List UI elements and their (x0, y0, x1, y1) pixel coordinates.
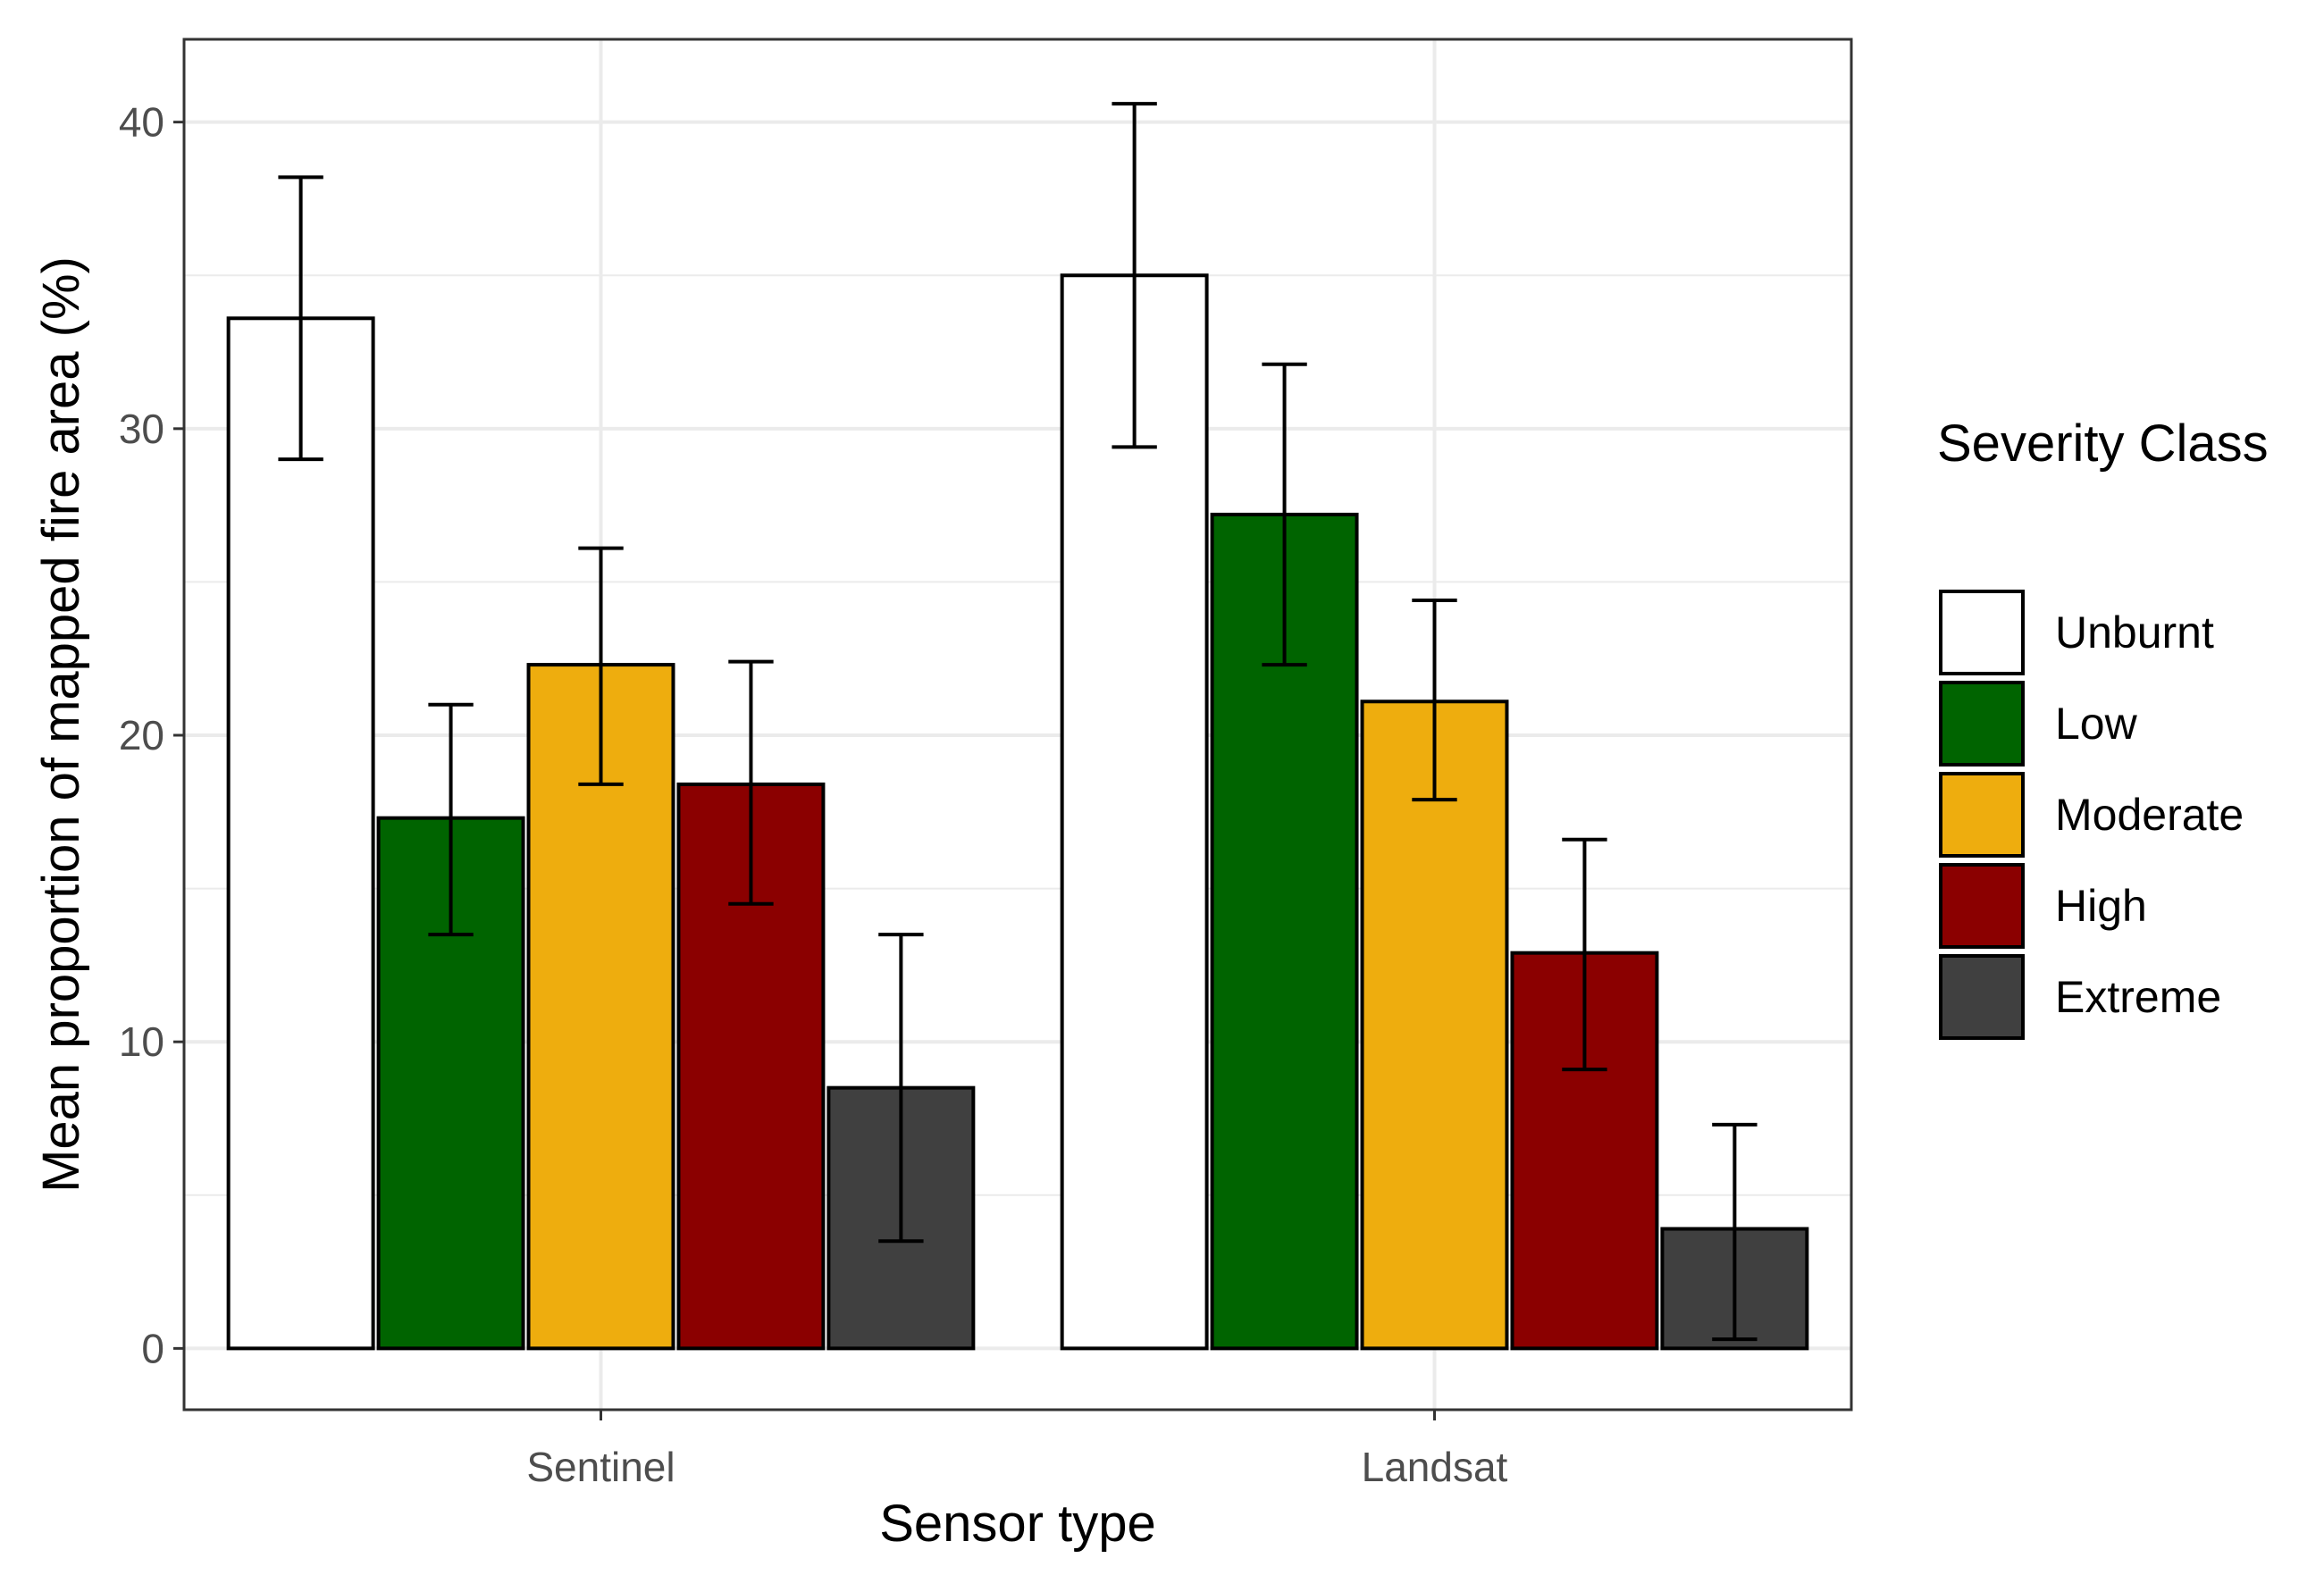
error-bar-high-sentinel (728, 659, 774, 906)
bar-unburnt-sentinel (226, 316, 375, 1351)
error-bar-unburnt-landsat (1112, 102, 1157, 449)
legend-label-unburnt: Unburnt (2055, 607, 2214, 658)
y-tick-label: 20 (119, 712, 164, 758)
plot-panel-border (182, 38, 1853, 1412)
x-tick-label-sentinel: Sentinel (526, 1444, 675, 1490)
error-bar-low-landsat (1262, 362, 1307, 667)
legend-key-high (1939, 863, 2025, 949)
legend-label-moderate: Moderate (2055, 790, 2244, 840)
bar-layer (226, 273, 1809, 1351)
axis-layer: 0 10 20 30 40 Sentinel Landsat (119, 99, 1508, 1490)
legend-key-extreme (1939, 954, 2025, 1040)
error-bar-moderate-sentinel (578, 546, 624, 786)
error-bar-layer (278, 102, 1758, 1342)
bar-unburnt-landsat (1060, 273, 1209, 1351)
legend-title: Severity Class (1937, 415, 2269, 473)
legend-label-extreme: Extreme (2055, 972, 2221, 1022)
y-tick-label: 10 (119, 1018, 164, 1065)
legend-label-low: Low (2055, 699, 2138, 749)
error-bar-extreme-landsat (1712, 1122, 1758, 1342)
y-tick-label: 0 (141, 1325, 164, 1371)
y-tick-label: 30 (119, 406, 164, 452)
legend-key-moderate (1939, 772, 2025, 858)
y-tick-label: 40 (119, 99, 164, 146)
x-tick-label-landsat: Landsat (1362, 1444, 1508, 1490)
error-bar-moderate-landsat (1412, 599, 1457, 802)
error-bar-extreme-sentinel (878, 933, 924, 1244)
error-bar-high-landsat (1562, 837, 1607, 1072)
y-axis-title: Mean proportion of mapped fire area (%) (32, 256, 90, 1193)
legend: Severity Class Unburnt Low Moderate High Ext… (1937, 415, 2269, 1040)
error-bar-low-sentinel (428, 702, 474, 937)
legend-key-low (1939, 681, 2025, 767)
bar-moderate-landsat (1360, 700, 1509, 1351)
legend-key-unburnt (1939, 590, 2025, 675)
error-bar-unburnt-sentinel (278, 175, 323, 462)
x-axis-title: Sensor type (879, 1495, 1156, 1553)
legend-label-high: High (2055, 881, 2147, 931)
